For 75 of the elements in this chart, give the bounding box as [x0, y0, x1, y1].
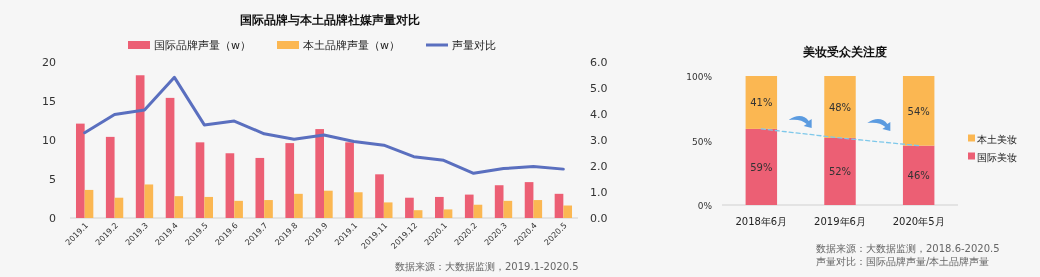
source-note: 数据来源：大数据监测，2018.6-2020.5 [816, 243, 1000, 254]
bar [345, 142, 354, 218]
bar [443, 209, 453, 218]
chart-title: 国际品牌与本土品牌社媒声量对比 [240, 13, 420, 27]
data-label: 41% [750, 97, 773, 109]
bar [824, 137, 856, 205]
bar [294, 193, 303, 218]
bar [524, 182, 534, 218]
bar [255, 157, 265, 218]
bar [84, 189, 94, 218]
bar [745, 128, 778, 205]
bar [144, 184, 154, 218]
bar [165, 97, 175, 218]
bar [315, 129, 324, 218]
bar [503, 200, 513, 218]
bar [405, 197, 414, 218]
text: 声量对比：国际品牌声量/本土品牌声量 [816, 256, 990, 267]
y-tick-label: 15 [42, 95, 56, 108]
bar [902, 145, 935, 205]
bar [434, 196, 444, 218]
bar [563, 205, 573, 218]
y-tick-label: 0% [697, 201, 713, 211]
y-tick-label: 50% [691, 136, 713, 147]
bar [494, 185, 504, 218]
bar [533, 200, 543, 218]
bar [745, 76, 778, 129]
bar [234, 200, 243, 218]
bar [353, 192, 363, 218]
bar [174, 196, 184, 218]
y2-tick-label: 2.0 [590, 160, 608, 173]
y-tick-label: 100% [686, 72, 713, 82]
bar [285, 143, 295, 218]
data-label: 52% [828, 166, 852, 178]
bar [413, 210, 423, 218]
bar [135, 75, 145, 218]
y-tick-label: 5 [49, 173, 56, 186]
y2-tick-label: 1.0 [590, 186, 608, 199]
y2-tick-label: 4.0 [590, 108, 608, 121]
y2-tick-label: 6.0 [590, 56, 608, 69]
y-tick-label: 20 [42, 56, 56, 69]
legend-label: 国际品牌声量（w） [154, 39, 251, 52]
data-label: 59% [750, 161, 773, 173]
source-note: 数据来源：大数据监测，2019.1-2020.5 [395, 261, 579, 272]
bar [375, 174, 384, 218]
bar [75, 123, 85, 218]
x-tick-label: 2019年6月 [814, 216, 866, 227]
data-label: 48% [828, 101, 852, 113]
bar [473, 204, 483, 218]
legend-label: 本土品牌声量（w） [303, 39, 400, 52]
bar [114, 197, 124, 218]
chart-title: 美妆受众关注度 [802, 45, 887, 59]
legend-label: 本土美妆 [977, 133, 1017, 145]
bar [195, 142, 205, 218]
bar [554, 193, 564, 218]
bar [264, 200, 273, 218]
bar [902, 76, 935, 146]
x-tick-label: 2018年6月 [735, 216, 788, 227]
data-label: 46% [907, 170, 930, 182]
x-tick-label: 2020年5月 [892, 216, 945, 227]
legend-label: 声量对比 [452, 39, 496, 52]
bar [225, 153, 235, 218]
y-tick-label: 10 [42, 134, 56, 147]
y2-tick-label: 0.0 [590, 212, 608, 225]
bar [324, 190, 333, 218]
line-series [83, 75, 565, 175]
bar [204, 196, 214, 218]
y-tick-label: 0 [49, 212, 56, 225]
data-label: 54% [907, 105, 930, 117]
bar [824, 76, 856, 138]
legend-label: 国际美妆 [977, 151, 1017, 163]
y2-tick-label: 3.0 [590, 134, 608, 147]
bar [383, 202, 393, 218]
bar [464, 194, 474, 218]
y2-tick-label: 5.0 [590, 82, 608, 95]
bar [105, 136, 115, 218]
